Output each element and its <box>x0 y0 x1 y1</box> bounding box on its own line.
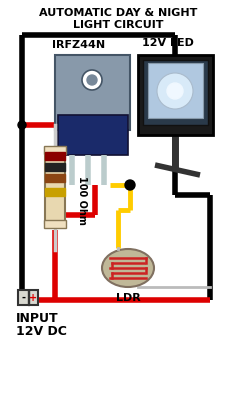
Bar <box>45 188 65 196</box>
Bar <box>143 60 208 125</box>
Bar <box>148 63 203 118</box>
Text: 12V LED: 12V LED <box>142 38 194 48</box>
Circle shape <box>167 83 183 99</box>
Circle shape <box>18 121 26 129</box>
Text: -: - <box>21 292 25 303</box>
Text: IRFZ44N: IRFZ44N <box>52 40 105 50</box>
Text: 12V DC: 12V DC <box>16 325 67 338</box>
Text: AUTOMATIC DAY & NIGHT: AUTOMATIC DAY & NIGHT <box>39 8 197 18</box>
Circle shape <box>82 70 102 90</box>
Bar <box>44 146 66 154</box>
Text: INPUT: INPUT <box>16 312 59 325</box>
Bar <box>28 290 29 305</box>
Text: 100 Ohm: 100 Ohm <box>77 176 87 225</box>
Circle shape <box>125 180 135 190</box>
Bar <box>138 55 213 135</box>
Circle shape <box>157 73 193 109</box>
Bar <box>45 163 65 171</box>
Bar <box>18 290 38 305</box>
Text: LDR: LDR <box>116 293 140 303</box>
Bar <box>45 152 65 160</box>
Bar <box>45 174 65 182</box>
Ellipse shape <box>102 249 154 287</box>
Bar <box>45 148 65 223</box>
Bar <box>55 55 130 130</box>
Text: +: + <box>29 292 37 303</box>
Text: LIGHT CIRCUIT: LIGHT CIRCUIT <box>73 20 163 30</box>
Circle shape <box>87 75 97 85</box>
Bar <box>58 115 128 155</box>
Bar <box>44 220 66 228</box>
